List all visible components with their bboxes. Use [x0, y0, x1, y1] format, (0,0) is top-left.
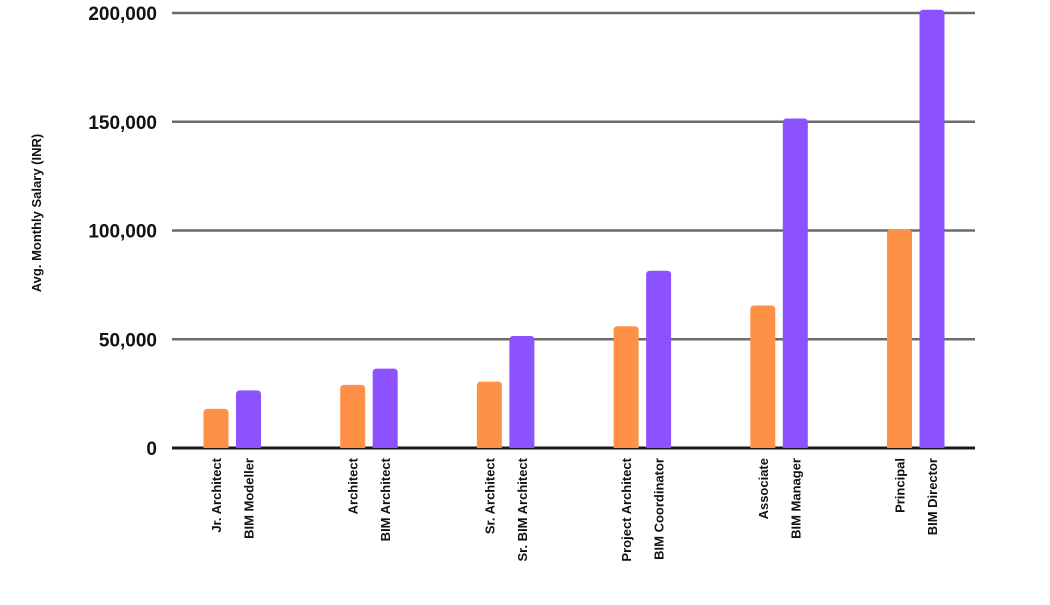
- y-tick-label: 150,000: [88, 113, 157, 134]
- bar-bim-manager: [782, 118, 808, 449]
- category-labels: Jr. Architect BIM Modeller Architect BIM Ar…: [209, 457, 940, 561]
- y-axis-title: Avg. Monthly Salary (INR): [29, 134, 44, 292]
- y-tick-label: 0: [146, 439, 157, 460]
- category-label: Project Architect: [619, 457, 634, 561]
- bar-principal: [887, 229, 912, 448]
- bar-project-architect: [613, 326, 639, 448]
- gridlines: [172, 11, 975, 450]
- bar-jr-architect: [203, 408, 229, 448]
- y-tick-labels: 0 50,000 100,000 150,000 200,000: [88, 4, 157, 460]
- category-label: BIM Architect: [378, 457, 393, 541]
- category-label: Sr. BIM Architect: [515, 457, 530, 561]
- bar-bim-modeller: [236, 390, 261, 448]
- bar-associate: [750, 305, 776, 448]
- category-label: Jr. Architect: [209, 457, 224, 532]
- y-tick-label: 200,000: [88, 4, 157, 25]
- category-label: BIM Coordinator: [652, 458, 667, 560]
- y-tick-label: 100,000: [88, 222, 157, 243]
- y-tick-label: 50,000: [99, 330, 157, 351]
- category-label: Architect: [346, 457, 361, 514]
- category-label: BIM Manager: [788, 458, 803, 539]
- category-label: BIM Modeller: [242, 458, 257, 539]
- bar-bim-director: [919, 9, 945, 449]
- bars: [203, 9, 945, 449]
- bar-architect: [340, 384, 366, 448]
- category-label: BIM Director: [925, 458, 940, 535]
- bar-sr-architect: [476, 381, 502, 448]
- bar-bim-architect: [372, 368, 398, 448]
- bar-bim-coordinator: [646, 270, 672, 448]
- category-label: Sr. Architect: [482, 457, 497, 534]
- bar-sr-bim-architect: [509, 335, 535, 448]
- category-label: Principal: [893, 458, 908, 513]
- category-label: Associate: [756, 458, 771, 519]
